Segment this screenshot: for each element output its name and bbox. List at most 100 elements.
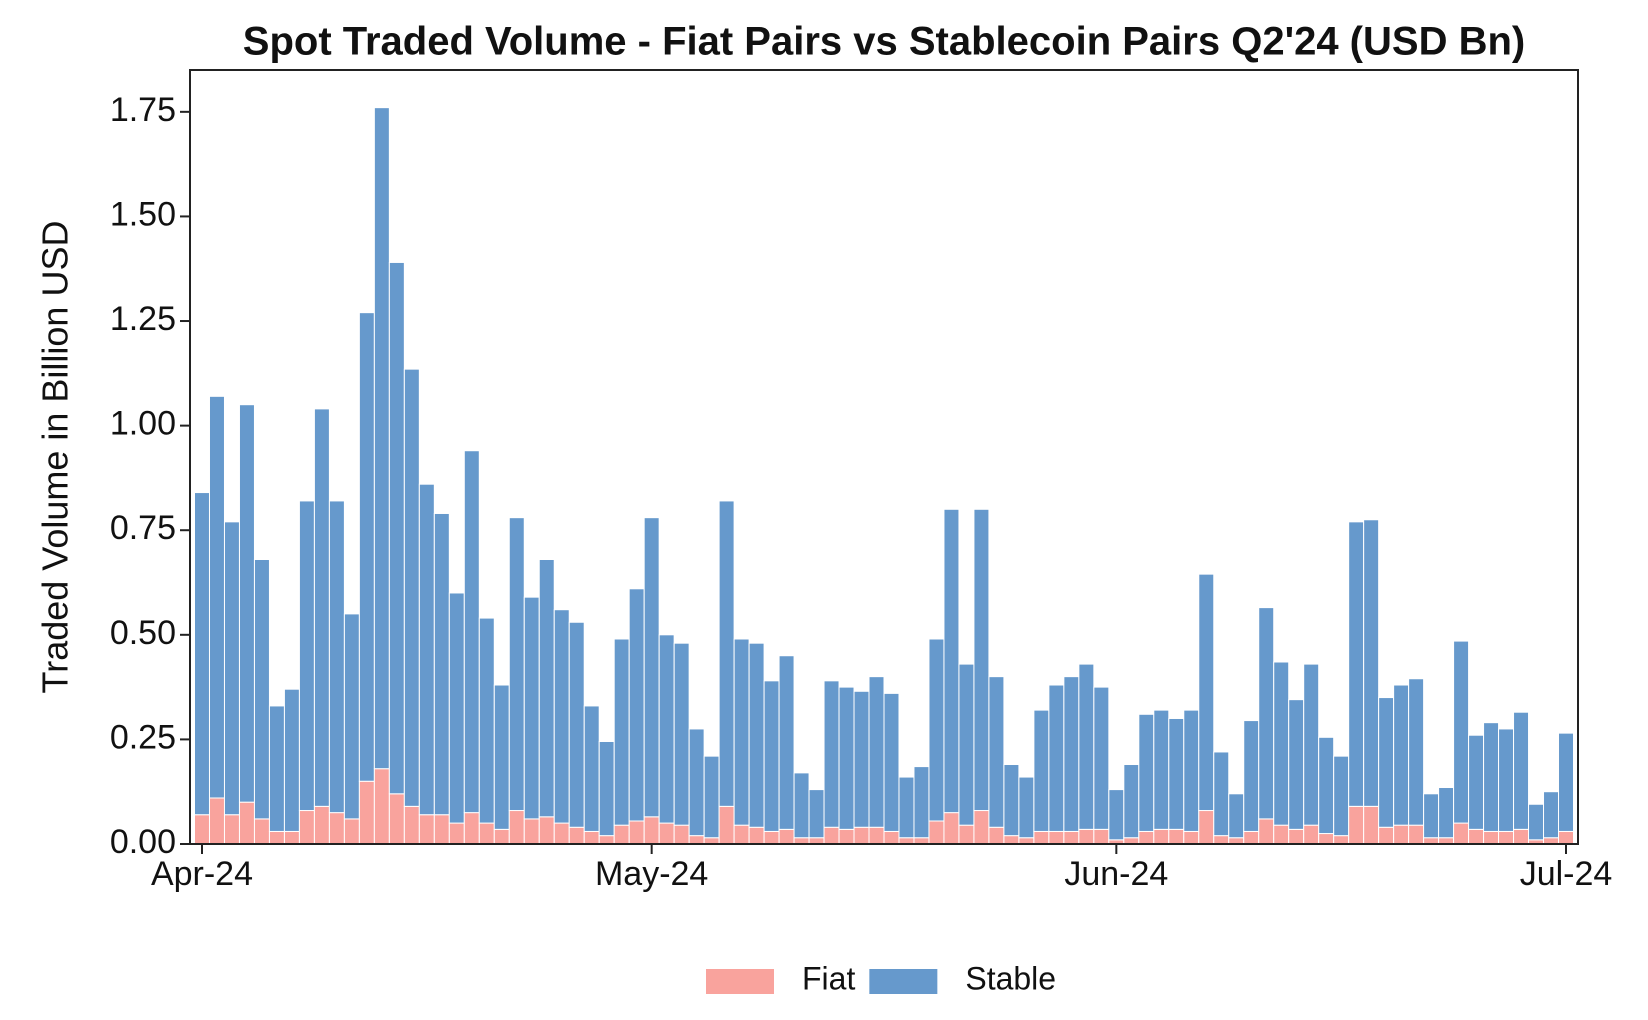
- bar-segment: [1153, 709, 1170, 830]
- bar-segment: [373, 107, 390, 770]
- legend-swatch: [706, 969, 774, 994]
- y-tick-label: 1.00: [110, 405, 176, 443]
- bar-segment: [508, 810, 525, 845]
- bar-segment: [223, 521, 240, 816]
- bar-segment: [1273, 824, 1290, 845]
- bar-segment: [388, 261, 405, 795]
- bar-segment: [253, 818, 270, 845]
- bar-segment: [958, 824, 975, 845]
- bar-segment: [373, 768, 390, 845]
- bar-segment: [448, 592, 465, 824]
- bar-segment: [1003, 835, 1020, 845]
- bar-segment: [433, 814, 450, 845]
- bar-segment: [1258, 818, 1275, 845]
- bar-segment: [628, 588, 645, 822]
- bar-segment: [343, 613, 360, 820]
- bar-segment: [1078, 828, 1095, 845]
- bar-segment: [568, 826, 585, 845]
- bar-segment: [1243, 830, 1260, 845]
- bar-segment: [1168, 828, 1185, 845]
- chart-title: Spot Traded Volume - Fiat Pairs vs Stabl…: [243, 20, 1525, 64]
- bar-segment: [823, 826, 840, 845]
- bar-segment: [1453, 640, 1470, 824]
- bar-segment: [328, 500, 345, 814]
- plot-frame: [189, 69, 1579, 845]
- bar-segment: [328, 812, 345, 845]
- x-tick-label: Jun-24: [1064, 855, 1168, 893]
- bar-segment: [313, 805, 330, 845]
- bar-segment: [1363, 805, 1380, 845]
- bar-segment: [763, 830, 780, 845]
- y-tick-label: 0.50: [110, 614, 176, 652]
- bar-segment: [208, 395, 225, 799]
- bar-segment: [193, 814, 210, 845]
- bar-segment: [988, 676, 1005, 828]
- bar-segment: [898, 776, 915, 839]
- y-tick-label: 0.25: [110, 718, 176, 756]
- bar-segment: [643, 517, 660, 818]
- bar-segment: [1138, 830, 1155, 845]
- bar-segment: [1348, 805, 1365, 845]
- bar-segment: [1498, 830, 1515, 845]
- bar-segment: [478, 822, 495, 845]
- bar-segment: [673, 642, 690, 826]
- bar-segment: [733, 638, 750, 826]
- bar-segment: [808, 789, 825, 839]
- bar-segment: [1303, 824, 1320, 845]
- bar-segment: [1093, 828, 1110, 845]
- bar-segment: [523, 596, 540, 820]
- bar-segment: [1288, 699, 1305, 830]
- bar-segment: [1183, 709, 1200, 832]
- bar-segment: [1003, 764, 1020, 837]
- bar-segment: [1093, 686, 1110, 830]
- bar-segment: [853, 690, 870, 828]
- bar-segment: [403, 368, 420, 807]
- bar-segment: [358, 312, 375, 782]
- legend-label: Stable: [965, 960, 1056, 996]
- bar-segment: [913, 766, 930, 839]
- x-tick-label: May-24: [595, 855, 708, 893]
- bar-segment: [1528, 803, 1545, 841]
- bar-segment: [313, 408, 330, 807]
- bar-segment: [613, 638, 630, 826]
- bar-segment: [658, 634, 675, 824]
- bar-segment: [1123, 764, 1140, 839]
- bar-segment: [1168, 717, 1185, 830]
- bar-segment: [598, 835, 615, 845]
- bar-segment: [1303, 663, 1320, 826]
- bar-segment: [553, 609, 570, 824]
- bar-segment: [973, 508, 990, 812]
- bar-segment: [1498, 728, 1515, 832]
- bar-segment: [838, 686, 855, 830]
- bar-segment: [1288, 828, 1305, 845]
- y-tick-label: 1.75: [110, 91, 176, 129]
- bar-segment: [418, 814, 435, 845]
- bar-segment: [1033, 709, 1050, 832]
- bar-segment: [1408, 678, 1425, 826]
- bar-segment: [1258, 607, 1275, 820]
- bar-segment: [538, 559, 555, 818]
- bar-segment: [1333, 835, 1350, 845]
- bar-segment: [1138, 713, 1155, 832]
- bar-segment: [1018, 776, 1035, 839]
- bar-segment: [343, 818, 360, 845]
- bar-segment: [583, 830, 600, 845]
- bar-segment: [748, 826, 765, 845]
- bar-segment: [238, 801, 255, 845]
- bar-segment: [283, 830, 300, 845]
- bar-segment: [583, 705, 600, 832]
- y-tick-label: 0.00: [110, 823, 176, 861]
- bar-segment: [1393, 824, 1410, 845]
- bar-segment: [493, 684, 510, 830]
- bar-segment: [1423, 793, 1440, 839]
- bar-segment: [298, 810, 315, 845]
- bar-segment: [1438, 787, 1455, 839]
- bar-segment: [1048, 684, 1065, 832]
- y-tick-label: 0.75: [110, 509, 176, 547]
- bar-segment: [493, 828, 510, 845]
- x-tick-label: Apr-24: [151, 855, 253, 893]
- bar-segment: [1558, 732, 1575, 832]
- bar-segment: [943, 812, 960, 845]
- bar-segment: [718, 500, 735, 807]
